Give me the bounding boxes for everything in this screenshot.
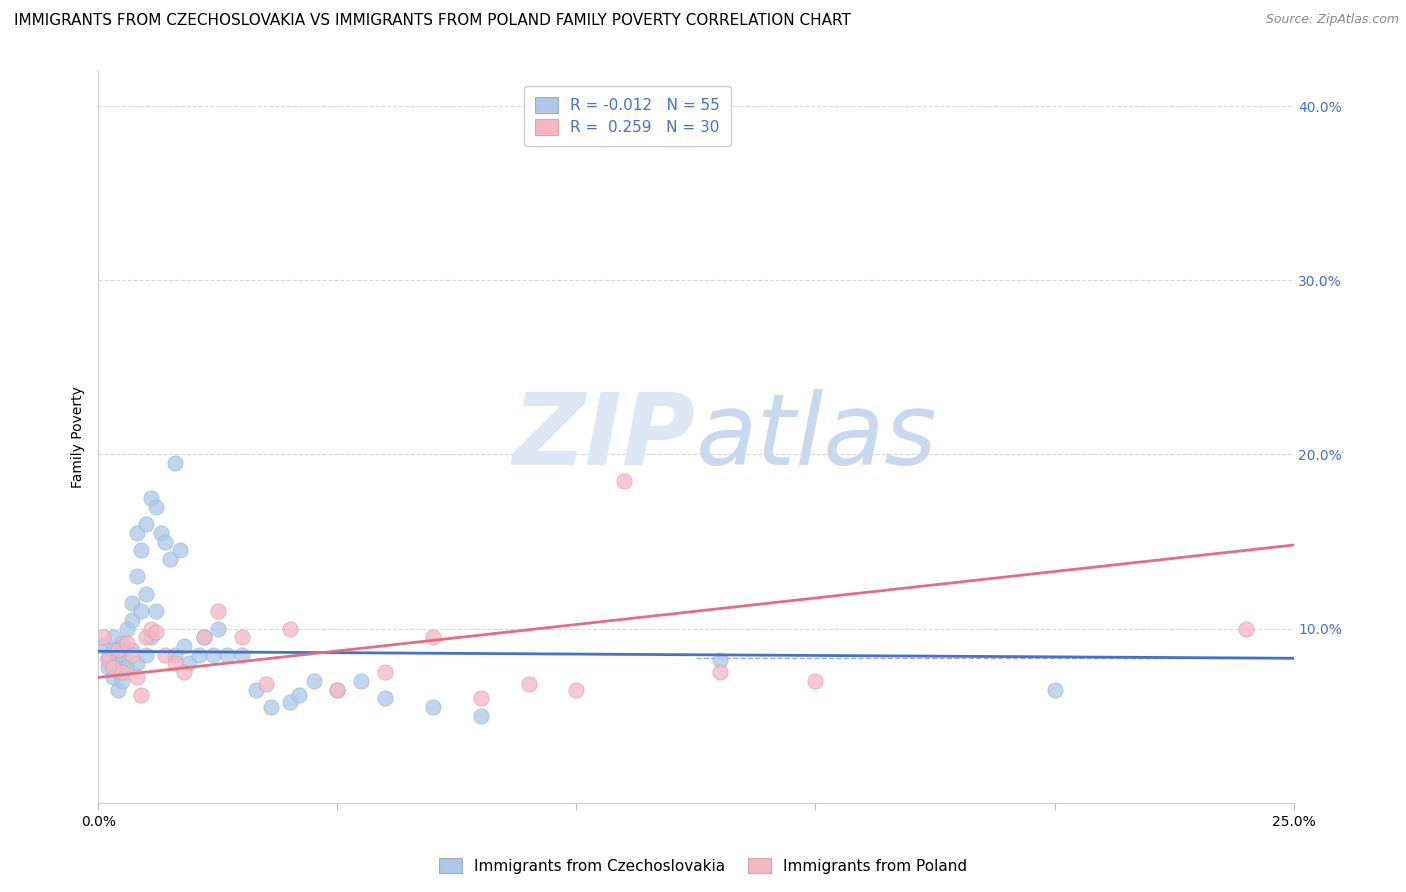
Point [422,631,444,645]
Point [374,691,396,706]
Point [107,642,129,657]
Point [259,700,281,714]
Point [326,682,349,697]
Point [139,622,162,636]
Point [350,673,373,688]
Point [470,691,492,706]
Point [135,648,157,662]
Text: Source: ZipAtlas.com: Source: ZipAtlas.com [1265,13,1399,27]
Point [613,474,636,488]
Point [326,682,349,697]
Point [115,660,138,674]
Point [193,631,215,645]
Legend: Immigrants from Czechoslovakia, Immigrants from Poland: Immigrants from Czechoslovakia, Immigran… [433,852,973,880]
Text: ZIP: ZIP [513,389,696,485]
Point [207,622,229,636]
Point [111,635,134,649]
Point [245,682,267,697]
Point [121,648,143,662]
Point [470,708,492,723]
Point [202,648,225,662]
Point [125,525,148,540]
Point [169,543,191,558]
Point [97,660,120,674]
Point [159,552,181,566]
Point [1043,682,1066,697]
Point [139,491,162,505]
Point [107,682,129,697]
Point [163,657,186,671]
Point [155,648,177,662]
Point [149,525,172,540]
Point [709,653,731,667]
Point [517,677,540,691]
Point [565,682,588,697]
Point [173,639,195,653]
Point [139,631,162,645]
Point [91,639,114,653]
Point [125,569,148,583]
Point [107,648,129,662]
Point [145,500,167,514]
Point [422,700,444,714]
Point [179,657,201,671]
Text: IMMIGRANTS FROM CZECHOSLOVAKIA VS IMMIGRANTS FROM POLAND FAMILY POVERTY CORRELAT: IMMIGRANTS FROM CZECHOSLOVAKIA VS IMMIGR… [14,13,851,29]
Point [155,534,177,549]
Point [288,688,311,702]
Point [302,673,325,688]
Point [278,622,301,636]
Point [173,665,195,680]
Point [115,622,138,636]
Point [231,631,253,645]
Point [207,604,229,618]
Point [231,648,253,662]
Text: atlas: atlas [696,389,938,485]
Point [101,631,124,645]
Point [111,653,134,667]
Point [163,456,186,470]
Point [111,665,134,680]
Point [111,673,134,688]
Point [121,595,143,609]
Point [135,517,157,532]
Point [131,688,153,702]
Y-axis label: Family Poverty: Family Poverty [72,386,86,488]
Point [91,631,114,645]
Point [101,670,124,684]
Point [125,657,148,671]
Point [97,653,120,667]
Point [709,665,731,680]
Point [115,635,138,649]
Point [125,670,148,684]
Point [278,695,301,709]
Point [101,642,124,657]
Point [121,613,143,627]
Point [163,648,186,662]
Point [254,677,277,691]
Point [187,648,209,662]
Point [135,631,157,645]
Point [97,651,120,665]
Point [374,665,396,680]
Point [145,625,167,640]
Point [107,665,129,680]
Point [121,642,143,657]
Point [131,543,153,558]
Point [804,673,827,688]
Point [1234,622,1257,636]
Point [131,604,153,618]
Point [217,648,239,662]
Point [135,587,157,601]
Point [193,631,215,645]
Point [101,660,124,674]
Legend: R = -0.012   N = 55, R =  0.259   N = 30: R = -0.012 N = 55, R = 0.259 N = 30 [524,87,731,145]
Point [145,604,167,618]
